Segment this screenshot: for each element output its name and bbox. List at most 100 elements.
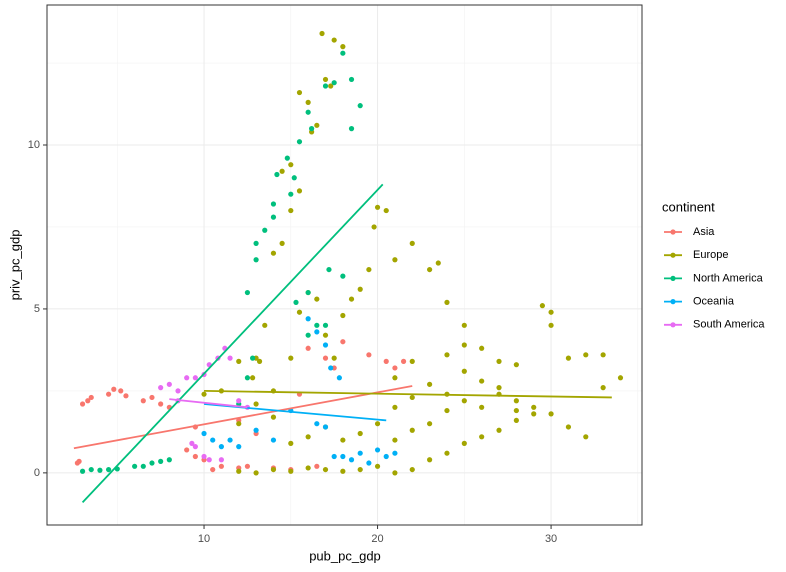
point [253, 401, 259, 407]
point [600, 385, 606, 391]
point [288, 440, 294, 446]
point [331, 37, 337, 43]
point [340, 437, 346, 443]
point [192, 453, 198, 460]
point [331, 355, 337, 361]
point [253, 257, 259, 263]
point [496, 385, 502, 391]
point [322, 83, 329, 89]
point [236, 398, 242, 404]
point [97, 467, 103, 473]
point [409, 394, 415, 401]
point [250, 355, 256, 361]
point [270, 466, 277, 473]
point [270, 414, 277, 420]
x-tick-label: 10 [198, 533, 210, 545]
point [149, 394, 155, 401]
point [175, 388, 181, 394]
point [322, 76, 329, 83]
point [565, 424, 572, 430]
point [105, 466, 112, 473]
point [218, 457, 224, 463]
point [314, 329, 320, 335]
point [309, 126, 315, 132]
point [340, 44, 346, 50]
fit-line [81, 183, 384, 503]
legend-key-point [670, 229, 676, 235]
point [279, 240, 285, 246]
point [348, 76, 355, 83]
point [201, 453, 207, 460]
point [270, 201, 277, 207]
point [435, 260, 441, 266]
point [314, 322, 320, 328]
point [79, 401, 86, 407]
point [461, 342, 467, 348]
point [374, 204, 381, 210]
point [319, 30, 325, 37]
y-tick-label: 5 [34, 303, 40, 315]
point [227, 437, 233, 443]
point [548, 309, 554, 315]
point [270, 214, 277, 220]
point [357, 450, 363, 456]
y-tick-label: 10 [28, 139, 40, 151]
y-axis-label: priv_pc_gdp [7, 230, 22, 301]
fit-line [73, 385, 413, 450]
point [123, 393, 129, 399]
point [409, 466, 415, 473]
point [158, 385, 164, 391]
point [158, 458, 164, 464]
point [340, 339, 346, 345]
fit-line [169, 398, 248, 409]
point [305, 316, 311, 322]
point [296, 89, 303, 96]
point [250, 375, 256, 381]
x-axis-label: pub_pc_gdp [309, 548, 381, 563]
point [88, 394, 94, 401]
point [305, 99, 311, 105]
point [513, 398, 519, 404]
legend-key-point [670, 275, 676, 281]
point [296, 139, 303, 145]
point [348, 457, 355, 463]
point [140, 463, 146, 469]
point [479, 345, 485, 351]
point [340, 468, 346, 474]
point [201, 430, 207, 437]
point [392, 257, 398, 263]
point [461, 398, 467, 404]
point [244, 289, 251, 296]
point [444, 299, 450, 305]
point [322, 355, 329, 361]
point [340, 273, 346, 279]
point [166, 381, 172, 387]
point [531, 411, 537, 417]
point [374, 421, 381, 427]
point [366, 352, 372, 358]
point [227, 355, 233, 361]
point [253, 427, 259, 433]
point [548, 411, 554, 417]
point [357, 286, 363, 292]
point [305, 345, 311, 351]
point [218, 463, 224, 469]
point [328, 83, 334, 89]
legend-label: Oceania [693, 296, 735, 308]
point [496, 427, 502, 433]
point [479, 378, 485, 384]
point [218, 444, 224, 450]
point [270, 437, 277, 443]
point [383, 207, 389, 214]
point [371, 224, 377, 230]
legend-label: Europe [693, 249, 728, 261]
point [314, 296, 320, 302]
point [392, 365, 398, 371]
point [340, 312, 346, 319]
point [348, 126, 355, 132]
point [392, 470, 398, 476]
point [427, 266, 433, 273]
point [479, 404, 485, 410]
point [305, 434, 311, 440]
